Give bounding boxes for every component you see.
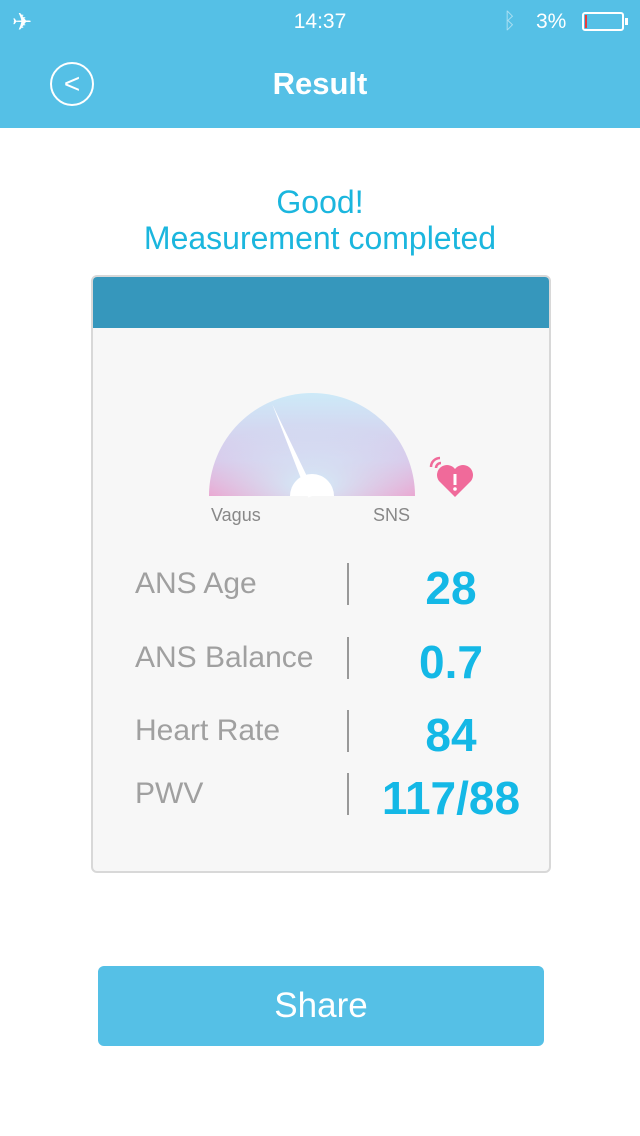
- ans-balance-gauge: [209, 393, 415, 498]
- battery-percent: 3%: [536, 10, 567, 33]
- metric-value: 117/88: [381, 772, 521, 824]
- divider: [347, 773, 349, 815]
- airplane-icon: ✈: [12, 9, 33, 36]
- result-card: Vagus SNS ANS Age 28 ANS Balance 0.7 Hea…: [91, 275, 551, 873]
- metric-row-ans-balance: ANS Balance 0.7: [93, 636, 549, 688]
- metric-value: 84: [425, 709, 477, 761]
- divider: [347, 710, 349, 752]
- divider: [347, 563, 349, 605]
- metric-label: ANS Balance: [135, 641, 314, 674]
- result-subtitle: Measurement completed: [143, 220, 497, 256]
- divider: [347, 637, 349, 679]
- page-title: Result: [272, 66, 368, 101]
- metric-label: Heart Rate: [135, 714, 281, 747]
- nav-bar: ✈ 14:37 ᛒ 3% < Result: [0, 0, 640, 128]
- metric-row-heart-rate: Heart Rate 84: [93, 709, 549, 761]
- status-time: 14:37: [293, 10, 347, 33]
- result-message: Good! Measurement completed: [0, 184, 640, 256]
- share-button[interactable]: Share: [98, 966, 544, 1046]
- heart-alert-icon[interactable]: [427, 455, 475, 499]
- battery-icon: [582, 12, 628, 31]
- bluetooth-icon: ᛒ: [503, 8, 517, 33]
- gauge-needle: [272, 404, 316, 498]
- metric-row-pwv: PWV 117/88: [93, 772, 549, 824]
- metric-label: PWV: [135, 777, 204, 810]
- result-headline: Good!: [276, 184, 364, 220]
- gauge-hub: [290, 474, 334, 496]
- metric-value: 28: [425, 562, 477, 614]
- back-button[interactable]: <: [50, 62, 94, 106]
- gauge-label-vagus: Vagus: [211, 505, 261, 525]
- metric-label: ANS Age: [135, 567, 257, 600]
- gauge-label-sns: SNS: [373, 505, 411, 525]
- metric-row-ans-age: ANS Age 28: [93, 562, 549, 614]
- card-header: [93, 277, 549, 328]
- metric-value: 0.7: [419, 636, 483, 688]
- status-bar: ✈ 14:37 ᛒ 3%: [0, 8, 640, 36]
- chevron-left-icon: <: [63, 68, 81, 99]
